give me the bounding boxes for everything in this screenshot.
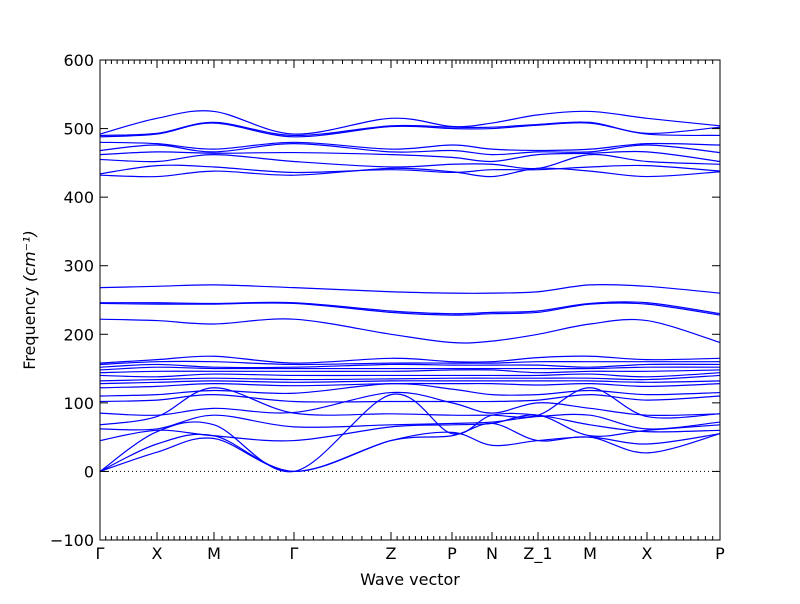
x-tick-label: X: [152, 544, 163, 563]
x-tick-label: P: [447, 544, 457, 563]
y-tick-label: 200: [63, 325, 94, 344]
x-tick-label: X: [642, 544, 653, 563]
minor-x-ticks: [105, 60, 714, 540]
band-line-12: [99, 374, 721, 382]
band-line-8: [99, 394, 721, 403]
band-line-18: [99, 355, 721, 364]
band-line-11: [99, 380, 721, 385]
band-line-30: [99, 121, 721, 137]
band-lines: [99, 110, 721, 473]
y-tick-label: 600: [63, 51, 94, 70]
band-line-25: [99, 153, 721, 170]
band-line-3: [99, 393, 721, 473]
band-line-22: [99, 283, 721, 294]
band-line-4: [99, 414, 721, 442]
x-tick-label: Γ: [96, 544, 105, 563]
band-line-5: [99, 413, 721, 431]
band-line-19: [99, 318, 721, 344]
x-tick-label: Γ: [290, 544, 299, 563]
x-tick-label: N: [486, 544, 498, 563]
band-line-23: [99, 167, 721, 178]
x-axis-title: Wave vector: [360, 570, 460, 589]
y-axis-title-unit: (cm⁻¹): [20, 230, 39, 282]
x-tick-label: P: [715, 544, 725, 563]
band-line-17: [99, 360, 720, 366]
y-tick-label: 400: [63, 188, 94, 207]
x-tick-label: Z_1: [523, 544, 552, 564]
x-tick-label: Z: [386, 544, 397, 563]
band-line-24: [99, 164, 721, 175]
y-axis-title: Frequency (cm⁻¹): [20, 230, 39, 369]
y-tick-label: −100: [50, 531, 94, 550]
x-tick-label: M: [583, 544, 597, 563]
band-line-10: [99, 382, 721, 389]
band-line-14: [99, 369, 721, 374]
y-tick-label: 0: [84, 462, 94, 481]
band-line-16: [99, 363, 721, 369]
band-line-28: [99, 141, 721, 152]
band-line-27: [99, 143, 721, 156]
band-line-13: [99, 372, 721, 378]
y-axis-title-text: Frequency: [20, 282, 39, 370]
band-line-15: [99, 366, 721, 371]
y-tick-label: 300: [63, 257, 94, 276]
x-tick-label: M: [207, 544, 221, 563]
y-tick-label: 100: [63, 394, 94, 413]
band-line-1: [99, 422, 721, 473]
band-line-26: [99, 150, 721, 163]
band-line-21: [99, 301, 721, 315]
y-axis-ticks: −100 0 100 200 300 400 500 600: [50, 51, 720, 550]
band-line-31: [99, 110, 721, 135]
y-tick-label: 500: [63, 120, 94, 139]
plot-frame: [99, 59, 721, 541]
x-axis-ticks: Γ X M Γ Z P N Z_1 M X P: [96, 60, 725, 564]
band-line-20: [99, 302, 721, 316]
band-line-9: [99, 383, 721, 397]
